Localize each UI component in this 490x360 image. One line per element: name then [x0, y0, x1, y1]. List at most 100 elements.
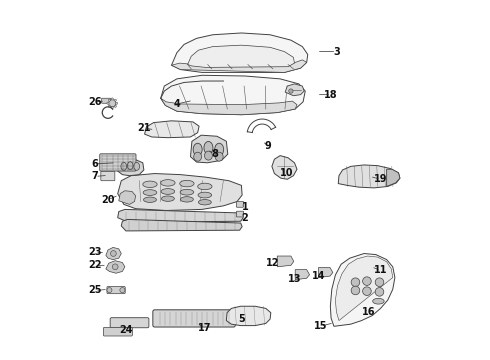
Circle shape: [108, 105, 110, 107]
Ellipse shape: [197, 183, 212, 190]
Polygon shape: [272, 156, 297, 179]
Text: 14: 14: [312, 271, 325, 281]
Circle shape: [116, 102, 118, 104]
Ellipse shape: [194, 152, 201, 161]
FancyBboxPatch shape: [236, 202, 244, 207]
Ellipse shape: [180, 189, 194, 195]
Polygon shape: [172, 60, 307, 72]
Text: 22: 22: [88, 260, 102, 270]
Text: 3: 3: [333, 46, 340, 57]
Text: 24: 24: [119, 325, 133, 335]
Ellipse shape: [193, 143, 202, 156]
Text: 23: 23: [88, 247, 102, 257]
Text: 6: 6: [92, 159, 98, 169]
Text: 17: 17: [198, 323, 212, 333]
Ellipse shape: [215, 152, 223, 161]
Text: 5: 5: [238, 314, 245, 324]
Polygon shape: [161, 75, 305, 115]
Polygon shape: [335, 256, 393, 320]
Ellipse shape: [143, 190, 157, 195]
Polygon shape: [145, 121, 199, 138]
Circle shape: [375, 288, 384, 296]
Circle shape: [120, 288, 125, 293]
FancyBboxPatch shape: [103, 327, 132, 336]
Circle shape: [107, 288, 112, 293]
Text: 20: 20: [101, 195, 115, 205]
Circle shape: [351, 286, 360, 295]
Circle shape: [108, 99, 110, 101]
Polygon shape: [118, 159, 144, 176]
Circle shape: [111, 251, 116, 256]
Ellipse shape: [180, 180, 194, 187]
Text: 26: 26: [88, 97, 102, 107]
FancyBboxPatch shape: [107, 287, 125, 294]
Ellipse shape: [198, 199, 211, 205]
Text: 1: 1: [242, 202, 248, 212]
Ellipse shape: [161, 189, 175, 194]
FancyBboxPatch shape: [101, 171, 115, 181]
Text: 19: 19: [374, 174, 387, 184]
Text: 8: 8: [211, 149, 218, 159]
Circle shape: [107, 102, 109, 104]
Ellipse shape: [204, 141, 213, 154]
Polygon shape: [330, 253, 395, 326]
Text: 7: 7: [92, 171, 98, 181]
Text: 11: 11: [374, 265, 387, 275]
Ellipse shape: [144, 197, 156, 202]
Ellipse shape: [180, 197, 194, 202]
Polygon shape: [295, 270, 310, 280]
FancyBboxPatch shape: [101, 98, 111, 103]
Polygon shape: [118, 210, 243, 222]
Text: 10: 10: [279, 168, 293, 178]
Polygon shape: [118, 174, 242, 211]
Polygon shape: [387, 169, 400, 186]
Text: 12: 12: [266, 258, 280, 268]
Polygon shape: [172, 33, 308, 72]
Circle shape: [111, 107, 113, 109]
Ellipse shape: [161, 196, 174, 201]
Text: 15: 15: [314, 321, 327, 331]
Ellipse shape: [127, 162, 133, 170]
Polygon shape: [285, 84, 304, 96]
Text: 18: 18: [324, 90, 338, 100]
Ellipse shape: [373, 298, 384, 304]
Text: 21: 21: [137, 123, 150, 133]
Polygon shape: [191, 135, 228, 163]
FancyBboxPatch shape: [236, 211, 244, 217]
Text: 25: 25: [88, 285, 102, 296]
Ellipse shape: [134, 162, 140, 170]
Ellipse shape: [215, 143, 223, 156]
Circle shape: [363, 287, 371, 296]
Circle shape: [111, 98, 113, 100]
Polygon shape: [122, 220, 242, 231]
FancyBboxPatch shape: [153, 310, 235, 327]
FancyBboxPatch shape: [100, 154, 136, 171]
Ellipse shape: [198, 192, 212, 198]
Circle shape: [289, 89, 293, 93]
Polygon shape: [106, 247, 122, 260]
Text: 13: 13: [288, 274, 301, 284]
Polygon shape: [119, 191, 136, 204]
Polygon shape: [338, 165, 400, 188]
Circle shape: [114, 99, 117, 101]
Text: 2: 2: [242, 213, 248, 222]
Polygon shape: [106, 261, 125, 273]
FancyBboxPatch shape: [110, 318, 149, 328]
Text: 9: 9: [265, 141, 271, 151]
Polygon shape: [161, 98, 297, 115]
Ellipse shape: [204, 151, 212, 160]
Circle shape: [112, 264, 118, 270]
Circle shape: [375, 278, 384, 287]
Circle shape: [351, 278, 360, 287]
Polygon shape: [226, 306, 271, 325]
Ellipse shape: [121, 162, 126, 170]
Ellipse shape: [161, 180, 175, 186]
Polygon shape: [277, 256, 294, 267]
Text: 4: 4: [173, 99, 180, 109]
Circle shape: [114, 105, 117, 107]
Circle shape: [109, 100, 116, 107]
Ellipse shape: [143, 181, 157, 188]
Polygon shape: [188, 45, 294, 67]
Text: 16: 16: [362, 307, 375, 317]
Polygon shape: [318, 267, 333, 278]
